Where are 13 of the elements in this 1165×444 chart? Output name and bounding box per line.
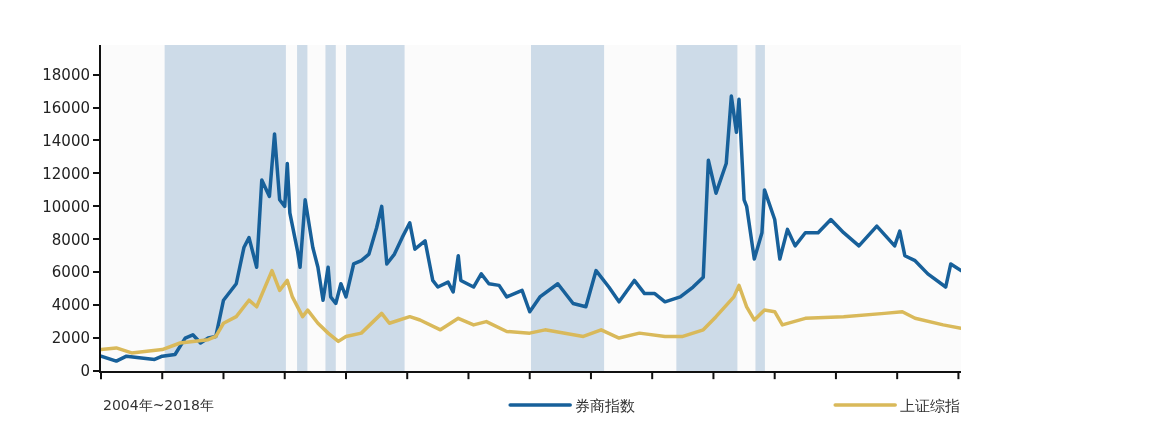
y-tick-label: 0 [80,362,90,381]
y-tick-label: 6000 [51,263,90,282]
y-tick-label: 16000 [42,98,90,117]
text: 2004年~2018年 [103,397,214,413]
y-tick-label: 2000 [51,329,90,348]
y-tick-label: 12000 [42,164,90,183]
y-tick-label: 4000 [51,296,90,315]
y-tick-label: 10000 [42,197,90,216]
legend-label: 券商指数 [575,396,636,415]
y-tick-label: 14000 [42,131,90,150]
y-tick-label: 18000 [42,65,90,84]
y-tick-label: 8000 [51,230,90,249]
legend-label: 上证综指 [900,396,961,415]
